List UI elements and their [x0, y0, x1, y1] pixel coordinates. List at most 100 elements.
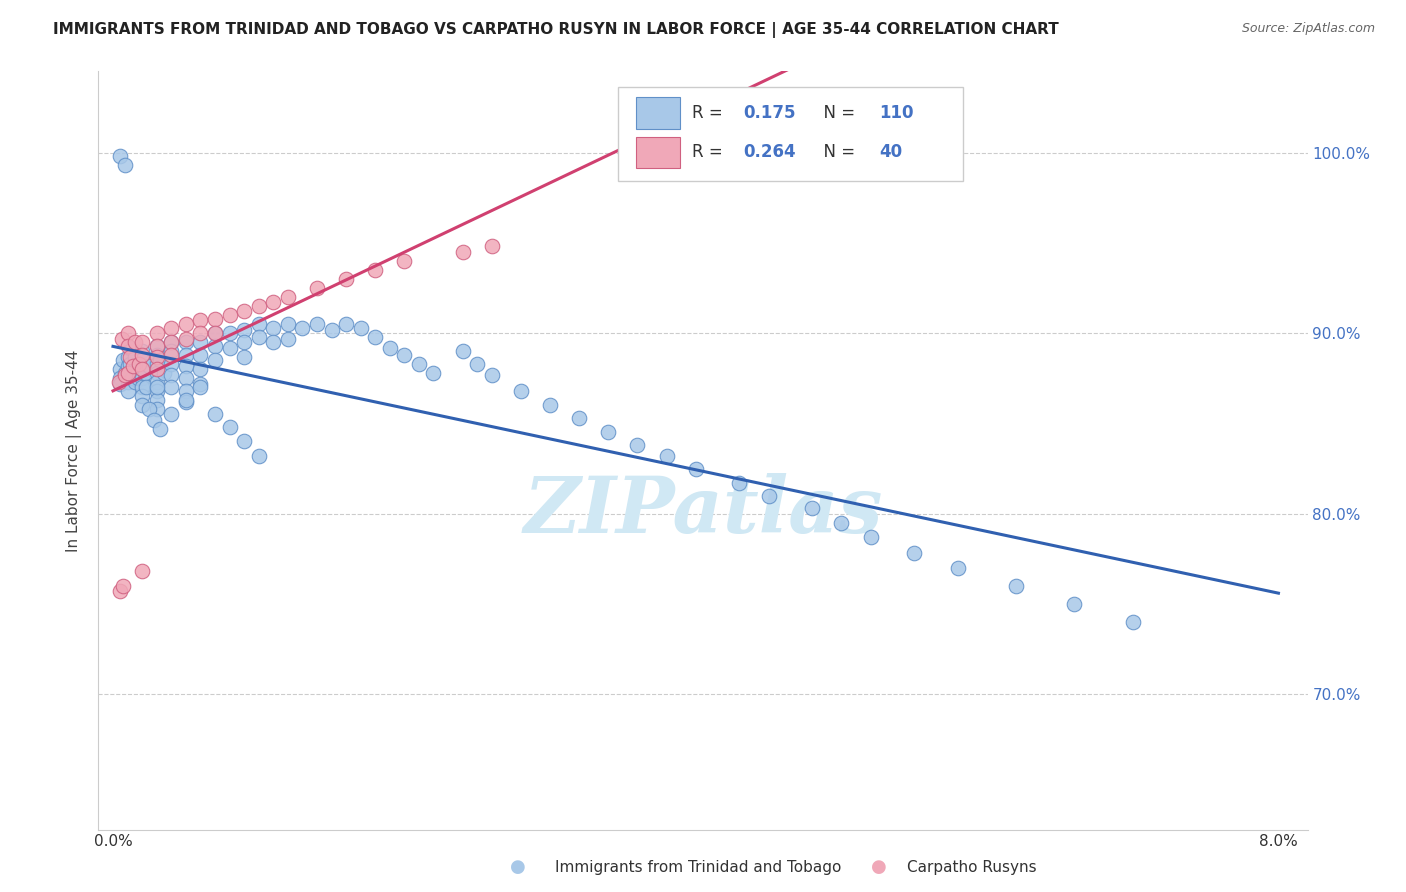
Text: 110: 110	[880, 104, 914, 122]
Text: N =: N =	[813, 144, 860, 161]
Point	[124, 362, 146, 376]
Point	[204, 408, 226, 422]
Point	[145, 348, 167, 362]
Point	[145, 392, 167, 407]
Point	[277, 317, 299, 331]
Point	[131, 348, 153, 362]
Point	[174, 359, 197, 373]
Point	[233, 434, 256, 449]
Point	[145, 339, 167, 353]
Point	[135, 380, 157, 394]
Point	[277, 332, 299, 346]
Point	[145, 362, 167, 376]
Point	[174, 392, 197, 407]
Text: R =: R =	[692, 104, 728, 122]
Point	[233, 322, 256, 336]
Point	[120, 357, 142, 371]
Point	[117, 366, 139, 380]
Point	[134, 366, 156, 380]
Point	[859, 530, 882, 544]
Point	[131, 335, 153, 350]
Point	[218, 326, 240, 340]
Point	[120, 341, 142, 355]
Point	[190, 380, 212, 394]
Text: Carpatho Rusyns: Carpatho Rusyns	[907, 860, 1036, 874]
Point	[335, 317, 357, 331]
Text: ●: ●	[509, 858, 526, 876]
Point	[110, 149, 132, 163]
Point	[262, 335, 284, 350]
Point	[204, 311, 226, 326]
Point	[190, 362, 212, 376]
Point	[149, 422, 172, 436]
Point	[190, 326, 212, 340]
Point	[111, 332, 134, 346]
Point	[160, 335, 183, 350]
FancyBboxPatch shape	[619, 87, 963, 181]
Point	[728, 475, 751, 490]
Point	[160, 368, 183, 382]
Point	[233, 350, 256, 364]
Point	[291, 320, 314, 334]
Point	[204, 326, 226, 340]
Point	[364, 329, 387, 343]
Point	[117, 366, 139, 380]
Point	[131, 398, 153, 412]
Point	[145, 357, 167, 371]
Point	[117, 326, 139, 340]
Point	[131, 389, 153, 403]
Point	[233, 304, 256, 318]
Point	[364, 263, 387, 277]
Point	[204, 326, 226, 340]
Point	[204, 353, 226, 368]
Point	[247, 317, 270, 331]
Point	[117, 359, 139, 373]
Point	[153, 366, 176, 380]
Point	[131, 371, 153, 385]
Point	[127, 371, 149, 385]
Y-axis label: In Labor Force | Age 35-44: In Labor Force | Age 35-44	[66, 350, 83, 551]
Point	[422, 366, 444, 380]
Point	[145, 326, 167, 340]
Point	[131, 380, 153, 394]
Point	[394, 348, 416, 362]
Point	[830, 516, 852, 530]
Point	[218, 420, 240, 434]
Point	[160, 380, 183, 394]
Text: ZIPatlas: ZIPatlas	[523, 473, 883, 549]
Point	[758, 489, 780, 503]
Point	[538, 398, 561, 412]
Point	[174, 384, 197, 398]
Point	[145, 380, 167, 394]
Point	[335, 272, 357, 286]
Text: N =: N =	[813, 104, 860, 122]
Point	[204, 339, 226, 353]
Point	[160, 320, 183, 334]
Point	[145, 339, 167, 353]
Point	[262, 295, 284, 310]
Point	[160, 344, 183, 359]
Point	[160, 335, 183, 350]
Point	[451, 344, 474, 359]
Point	[131, 565, 153, 579]
Point	[142, 413, 165, 427]
Point	[305, 317, 328, 331]
Point	[247, 449, 270, 463]
Point	[262, 320, 284, 334]
Point	[128, 357, 150, 371]
Text: 0.264: 0.264	[742, 144, 796, 161]
Point	[121, 371, 143, 385]
Point	[174, 317, 197, 331]
Point	[124, 375, 146, 389]
Point	[124, 335, 146, 350]
Point	[114, 158, 136, 172]
Point	[598, 425, 620, 440]
Point	[801, 501, 824, 516]
Point	[114, 368, 136, 382]
Point	[110, 371, 132, 385]
Point	[190, 376, 212, 391]
Point	[509, 384, 531, 398]
Point	[481, 368, 503, 382]
Point	[131, 344, 153, 359]
Point	[160, 357, 183, 371]
